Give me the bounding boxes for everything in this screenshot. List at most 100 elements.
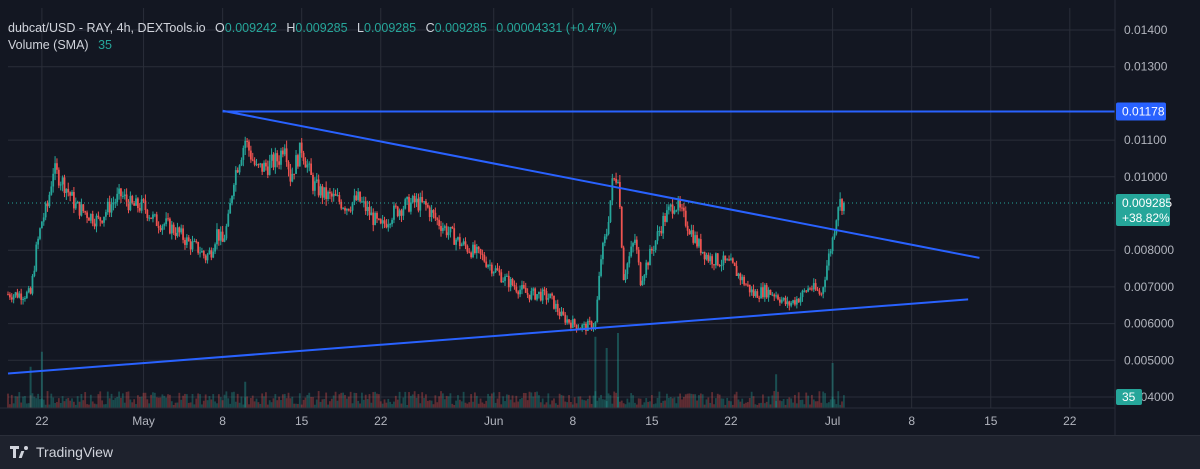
volume-bar <box>494 402 497 408</box>
volume-bar <box>417 394 420 408</box>
volume-bar <box>129 399 132 408</box>
volume-bar <box>430 400 433 408</box>
volume-bar <box>568 395 570 408</box>
candle-body <box>773 294 776 297</box>
volume-bar <box>112 399 115 408</box>
candle-body <box>472 244 474 258</box>
volume-bar <box>739 401 742 408</box>
volume-bar <box>104 404 107 408</box>
volume-bar <box>165 397 168 408</box>
volume-bar <box>178 392 181 408</box>
candle-body <box>361 201 363 203</box>
tradingview-logo[interactable]: TradingView <box>10 444 113 460</box>
candle-body <box>91 213 94 224</box>
candlesticks <box>7 136 845 335</box>
volume-bar <box>197 393 200 408</box>
symbol-title[interactable]: dubcat/USD - RAY, 4h, DEXTools.io <box>8 21 206 35</box>
candle-body <box>724 255 727 261</box>
candle-body <box>632 243 634 247</box>
axes[interactable]: 0.01400 0.01300 0.01100 0.01000 0.008000 0.00… <box>0 0 1174 435</box>
candle-body <box>528 294 531 300</box>
volume-bar <box>632 395 634 408</box>
volume-bar <box>353 392 356 408</box>
volume-bar <box>479 398 482 408</box>
volume-bar <box>39 399 41 408</box>
candle-body <box>233 184 235 196</box>
volume-label[interactable]: Volume (SMA) <box>8 38 89 52</box>
candle-body <box>603 236 606 243</box>
candle-body <box>515 286 518 292</box>
candle-body <box>479 249 482 254</box>
candle-body <box>246 140 248 142</box>
volume-bar <box>428 400 431 408</box>
candle-body <box>231 195 233 204</box>
volume-bar <box>22 396 24 408</box>
volume-bar <box>613 391 616 408</box>
candle-body <box>396 206 399 217</box>
candle-body <box>475 246 478 254</box>
volume-bar <box>436 402 439 408</box>
y-tick-label: 0.01400 <box>1124 23 1168 37</box>
price-chart[interactable]: 0.01400 0.01300 0.01100 0.01000 0.008000 0.00… <box>0 0 1200 435</box>
candle-body <box>675 210 678 212</box>
volume-bar <box>219 397 222 408</box>
volume-bar <box>615 392 617 408</box>
volume-bar <box>502 396 505 408</box>
volume-bar <box>18 392 21 408</box>
volume-bar <box>490 393 493 408</box>
tradingview-icon <box>10 445 30 459</box>
volume-bar <box>317 391 320 408</box>
candle-body <box>29 288 32 294</box>
candle-body <box>502 280 505 283</box>
candle-body <box>780 299 783 303</box>
candle-body <box>562 311 565 315</box>
candle-body <box>763 285 766 298</box>
candle-body <box>381 220 384 224</box>
volume-bar <box>325 392 328 408</box>
candle-body <box>696 235 698 247</box>
candle-body <box>716 253 719 266</box>
volume-bar <box>169 394 171 408</box>
candle-body <box>810 288 813 290</box>
volume-bar <box>506 394 508 408</box>
candle-body <box>573 319 576 325</box>
volume-bar <box>278 396 281 408</box>
volume-bar <box>349 391 352 408</box>
candle-body <box>251 159 254 161</box>
volume-bar <box>315 399 318 408</box>
volume-bar <box>174 402 177 408</box>
volume-bar <box>521 397 523 408</box>
high-key: H <box>286 21 296 35</box>
volume-bar <box>671 398 674 408</box>
volume-bar <box>20 402 23 408</box>
volume-bar <box>698 395 700 408</box>
candle-body <box>534 288 537 300</box>
candle-body <box>185 237 188 245</box>
candle-body <box>285 148 288 163</box>
candle-body <box>487 265 489 267</box>
candle-body <box>289 169 292 182</box>
candle-body <box>123 194 126 197</box>
candle-body <box>545 291 548 300</box>
volume-bar <box>330 398 333 408</box>
volume-bar <box>792 402 794 408</box>
volume-spike <box>775 374 778 408</box>
candle-body <box>737 273 740 276</box>
volume-bar <box>617 396 619 408</box>
candle-body <box>35 244 38 271</box>
volume-bar <box>679 393 682 408</box>
volume-bar <box>519 399 521 408</box>
candle-body <box>383 220 386 224</box>
candle-body <box>600 259 602 276</box>
volume-bar <box>812 399 815 408</box>
volume-bar <box>86 404 88 408</box>
volume-bar <box>191 393 194 408</box>
volume-bar <box>652 404 655 408</box>
candle-body <box>556 303 559 312</box>
trendlines[interactable] <box>7 109 1115 375</box>
candle-body <box>445 226 448 236</box>
volume-bar <box>673 397 676 408</box>
volume-bar <box>611 403 614 408</box>
volume-bar <box>609 395 612 408</box>
volume-bar <box>654 403 657 408</box>
